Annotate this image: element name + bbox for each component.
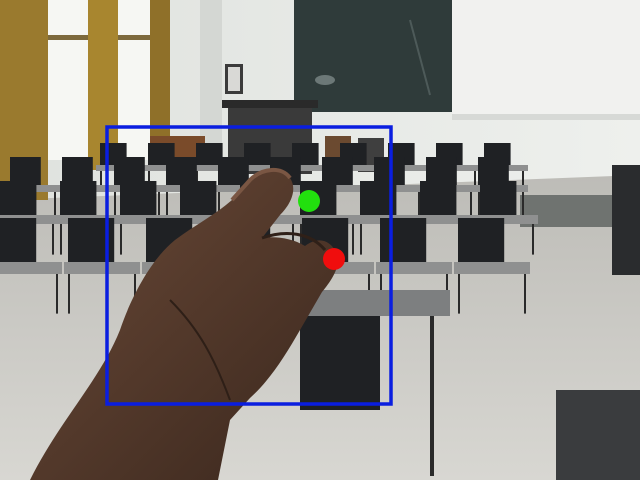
desk-leg: [522, 192, 524, 218]
desk-leg: [54, 192, 56, 218]
chair: [322, 157, 353, 185]
chair: [60, 181, 97, 215]
desk-leg: [524, 274, 526, 314]
desk-leg: [158, 192, 160, 218]
chair: [218, 157, 249, 185]
desk-leg: [68, 274, 70, 314]
desk: [376, 262, 452, 274]
chair: [0, 181, 37, 215]
desk-leg: [218, 192, 220, 218]
desk-leg: [134, 274, 136, 314]
chair: [196, 143, 223, 165]
desk-leg: [292, 224, 294, 255]
foreground-desk: [556, 390, 640, 480]
chair: [0, 218, 37, 262]
desk-leg: [360, 224, 362, 255]
desk-leg: [418, 192, 420, 218]
chair: [10, 157, 41, 185]
curtain-mid: [88, 0, 118, 170]
desk-leg: [100, 171, 102, 191]
chair: [62, 157, 93, 185]
desk: [384, 165, 432, 171]
desk-leg: [148, 171, 150, 191]
desk: [288, 165, 336, 171]
chair: [114, 157, 145, 185]
desk: [370, 185, 424, 192]
desk-leg: [196, 171, 198, 191]
desk: [476, 215, 538, 224]
desk: [454, 262, 530, 274]
desk: [192, 165, 240, 171]
desk: [318, 185, 372, 192]
desk: [336, 165, 384, 171]
desk-leg: [56, 274, 58, 314]
desk-leg: [300, 224, 302, 255]
detection-box: [105, 125, 393, 406]
desk-leg: [458, 274, 460, 314]
desk-leg: [532, 224, 534, 255]
chair: [478, 157, 509, 185]
desk: [416, 215, 478, 224]
desk-leg: [52, 224, 54, 255]
desk-leg: [120, 224, 122, 255]
desk-leg: [166, 192, 168, 218]
desk: [64, 262, 140, 274]
chair: [480, 181, 517, 215]
desk-leg: [474, 171, 476, 191]
chair: [426, 157, 457, 185]
chair: [166, 157, 197, 185]
chair: [120, 181, 157, 215]
chair: [420, 181, 457, 215]
red-tip-marker: [323, 248, 345, 270]
desk-leg: [470, 192, 472, 218]
chair: [380, 218, 427, 262]
front-chair: [300, 300, 380, 410]
front-desk-leg: [430, 316, 434, 476]
chair: [180, 181, 217, 215]
chalkboard: [294, 0, 454, 112]
desk-leg: [60, 224, 62, 255]
desk: [240, 165, 288, 171]
desk: [0, 262, 62, 274]
green-tip-marker: [298, 190, 320, 212]
desk-leg: [478, 192, 480, 218]
desk-leg: [352, 224, 354, 255]
curtain-right: [150, 0, 170, 160]
desk-leg: [114, 192, 116, 218]
desk-leg: [522, 171, 524, 191]
right-desk: [612, 165, 640, 275]
chair: [458, 218, 505, 262]
chair: [244, 143, 271, 165]
projection-screen: [452, 0, 640, 118]
